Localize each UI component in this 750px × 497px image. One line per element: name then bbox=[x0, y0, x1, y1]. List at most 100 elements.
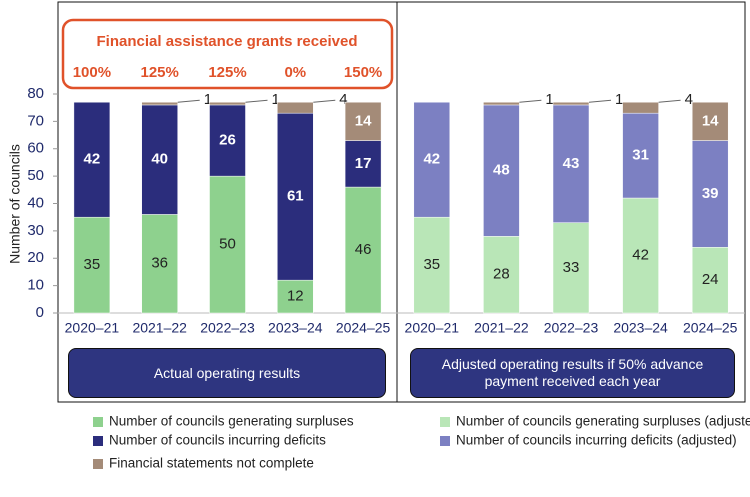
data-label: 28 bbox=[493, 266, 510, 283]
panel-label: Adjusted operating results if 50% advanc… bbox=[410, 348, 735, 398]
x-tick-label: 2022–23 bbox=[544, 320, 599, 336]
annotation-label: 100% bbox=[73, 64, 111, 81]
bar-segment bbox=[277, 279, 314, 314]
y-tick-label: 70 bbox=[27, 112, 44, 129]
data-label: 12 bbox=[287, 288, 304, 305]
data-label: 14 bbox=[702, 112, 719, 129]
bar-segment bbox=[622, 112, 659, 199]
x-tick-label: 2021–22 bbox=[132, 320, 187, 336]
data-label: 39 bbox=[702, 185, 719, 202]
bar-segment bbox=[141, 104, 178, 215]
x-tick-label: 2021–22 bbox=[474, 320, 529, 336]
annotation-title: Financial assistance grants received bbox=[97, 33, 358, 50]
bar-segment bbox=[413, 216, 451, 314]
data-label: 24 bbox=[702, 271, 719, 288]
data-label: 1 bbox=[272, 91, 280, 108]
data-label: 31 bbox=[632, 147, 649, 164]
data-label: 42 bbox=[423, 151, 440, 168]
bar-segment bbox=[691, 140, 729, 248]
leader-line bbox=[313, 99, 336, 103]
y-tick-label: 80 bbox=[27, 85, 44, 102]
bar-segment bbox=[552, 104, 590, 223]
data-label: 50 bbox=[219, 236, 236, 253]
bar-segment bbox=[141, 101, 178, 106]
bar-segment bbox=[552, 222, 590, 314]
panel-frame bbox=[396, 1, 746, 403]
bar-segment bbox=[483, 104, 520, 237]
bar-segment bbox=[483, 101, 520, 106]
bar-segment bbox=[344, 101, 382, 141]
y-tick-label: 0 bbox=[36, 304, 44, 321]
bar-segment bbox=[691, 247, 729, 314]
data-label: 42 bbox=[84, 151, 101, 168]
y-tick-label: 20 bbox=[27, 249, 44, 266]
bar-segment bbox=[413, 101, 451, 218]
data-label: 26 bbox=[219, 132, 236, 149]
annotation-label: 125% bbox=[208, 64, 246, 81]
leader-line bbox=[245, 99, 268, 103]
legend-swatch bbox=[440, 436, 450, 446]
bar-segment bbox=[483, 236, 520, 314]
y-axis-label: Number of councils bbox=[7, 144, 23, 264]
legend-label: Number of councils generating surpluses … bbox=[456, 414, 750, 429]
bar-segment bbox=[209, 175, 246, 314]
legend-swatch bbox=[93, 459, 103, 469]
data-label: 43 bbox=[563, 155, 580, 172]
data-label: 1 bbox=[545, 91, 553, 108]
panel-label: Actual operating results bbox=[68, 348, 386, 398]
data-label: 42 bbox=[632, 246, 649, 263]
x-tick-label: 2023–24 bbox=[268, 320, 323, 336]
legend-label: Number of councils incurring deficits bbox=[109, 433, 326, 448]
data-label: 35 bbox=[84, 256, 101, 273]
annotation-label: 125% bbox=[141, 64, 179, 81]
x-tick-label: 2024–25 bbox=[683, 320, 738, 336]
bar-segment bbox=[209, 104, 246, 177]
data-label: 1 bbox=[204, 91, 212, 108]
data-label: 1 bbox=[615, 91, 623, 108]
leader-line bbox=[588, 99, 612, 103]
y-tick-label: 30 bbox=[27, 222, 44, 239]
annotation-label: 0% bbox=[284, 64, 306, 81]
data-label: 46 bbox=[355, 241, 372, 258]
bar-segment bbox=[344, 186, 382, 314]
legend-label: Financial statements not complete bbox=[109, 456, 314, 471]
legend-swatch bbox=[93, 417, 103, 427]
data-label: 17 bbox=[355, 155, 372, 172]
annotation-label: 150% bbox=[344, 64, 382, 81]
x-tick-label: 2024–25 bbox=[336, 320, 391, 336]
x-tick-label: 2020–21 bbox=[65, 320, 120, 336]
legend-label: Number of councils generating surpluses bbox=[109, 414, 354, 429]
annotation-box bbox=[61, 18, 394, 90]
y-tick-label: 60 bbox=[27, 140, 44, 157]
y-tick-label: 40 bbox=[27, 194, 44, 211]
leader-line bbox=[177, 99, 200, 103]
bar-segment bbox=[141, 214, 178, 314]
data-label: 61 bbox=[287, 188, 304, 205]
data-label: 33 bbox=[563, 259, 580, 276]
data-label: 4 bbox=[339, 91, 347, 108]
x-tick-label: 2023–24 bbox=[613, 320, 668, 336]
bar-segment bbox=[691, 101, 729, 141]
legend-label: Number of councils incurring deficits (a… bbox=[456, 433, 737, 448]
bar-segment bbox=[73, 216, 111, 314]
data-label: 48 bbox=[493, 162, 510, 179]
bar-segment bbox=[622, 101, 659, 114]
x-tick-label: 2020–21 bbox=[405, 320, 460, 336]
data-label: 35 bbox=[423, 256, 440, 273]
bar-segment bbox=[277, 101, 314, 114]
bar-segment bbox=[277, 112, 314, 281]
bar-segment bbox=[622, 197, 659, 314]
bar-segment bbox=[73, 101, 111, 218]
x-tick-label: 2022–23 bbox=[200, 320, 255, 336]
bar-segment bbox=[209, 101, 246, 106]
data-label: 36 bbox=[151, 255, 168, 272]
bar-segment bbox=[344, 140, 382, 188]
y-tick-label: 50 bbox=[27, 167, 44, 184]
bar-segment bbox=[552, 101, 590, 106]
data-label: 4 bbox=[685, 91, 693, 108]
data-label: 14 bbox=[355, 112, 372, 129]
legend-swatch bbox=[440, 417, 450, 427]
legend-swatch bbox=[93, 436, 103, 446]
